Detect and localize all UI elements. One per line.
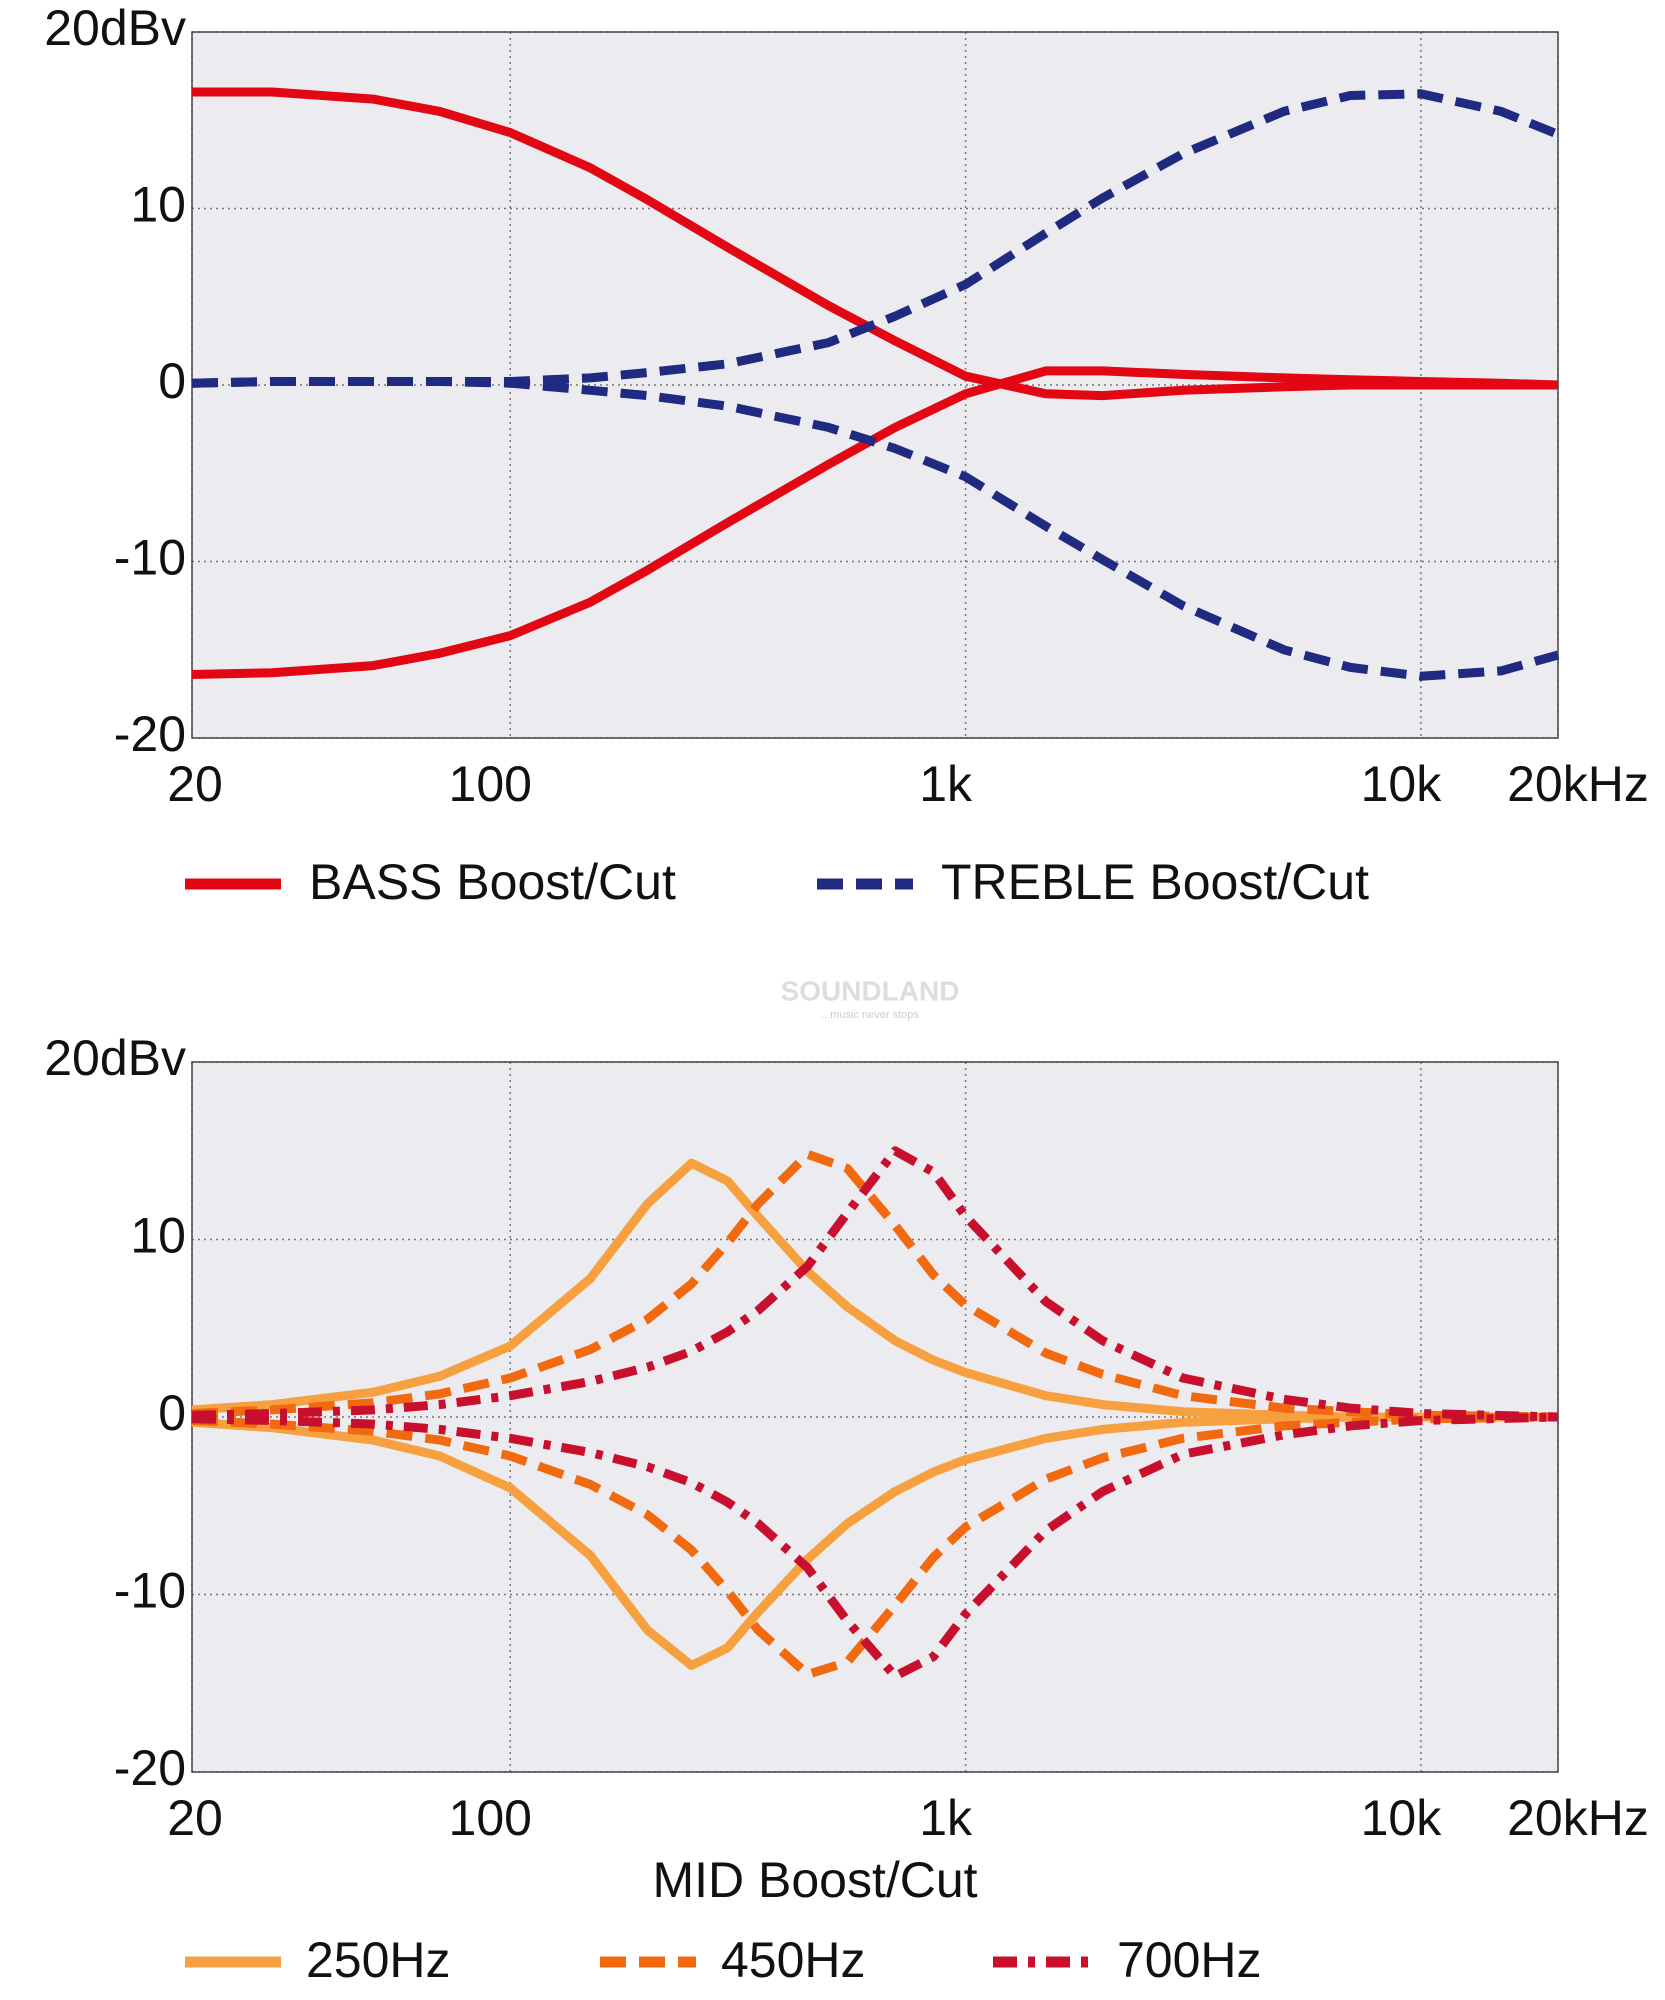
x-tick-label: 1k xyxy=(919,1790,973,1846)
y-tick-label: 0 xyxy=(158,1385,186,1441)
line xyxy=(191,1146,1559,1422)
y-tick-label: 10 xyxy=(130,1208,186,1264)
line xyxy=(191,1149,1559,1422)
line xyxy=(191,1412,1559,1681)
x-tick-label: 1k xyxy=(919,756,973,812)
legend-label: 250Hz xyxy=(306,1932,451,1988)
x-tick-label: 20 xyxy=(167,1790,223,1846)
y-tick-label: -20 xyxy=(114,1740,186,1796)
line xyxy=(191,377,1560,681)
x-tick-label: 10k xyxy=(1361,756,1443,812)
x-tick-label: 20 xyxy=(167,756,223,812)
y-tick-label: 20dBv xyxy=(44,0,186,56)
x-tick-label: 20kHz xyxy=(1507,756,1649,812)
watermark: SOUNDLAND xyxy=(781,975,960,1006)
y-tick-label: 0 xyxy=(158,353,186,409)
x-tick-label: 10k xyxy=(1361,1790,1443,1846)
legend-label: 700Hz xyxy=(1117,1932,1262,1988)
x-tick-label: 100 xyxy=(449,756,532,812)
line xyxy=(191,1412,1559,1679)
x-tick-label: 20kHz xyxy=(1507,1790,1649,1846)
line xyxy=(191,366,1559,679)
legend-label: BASS Boost/Cut xyxy=(309,854,676,910)
line xyxy=(192,87,1558,401)
x-axis-label: MID Boost/Cut xyxy=(652,1852,977,1908)
legend-label: TREBLE Boost/Cut xyxy=(941,854,1369,910)
y-tick-label: 10 xyxy=(130,177,186,233)
y-tick-label: -10 xyxy=(114,530,186,586)
legend-label: 450Hz xyxy=(721,1932,866,1988)
watermark-tagline: ...music never stops xyxy=(821,1009,919,1021)
line xyxy=(191,1412,1558,1670)
y-tick-label: 20dBv xyxy=(44,1030,186,1086)
line xyxy=(191,1158,1558,1422)
y-tick-label: -20 xyxy=(114,706,186,762)
x-tick-label: 100 xyxy=(449,1790,532,1846)
y-tick-label: -10 xyxy=(114,1563,186,1619)
